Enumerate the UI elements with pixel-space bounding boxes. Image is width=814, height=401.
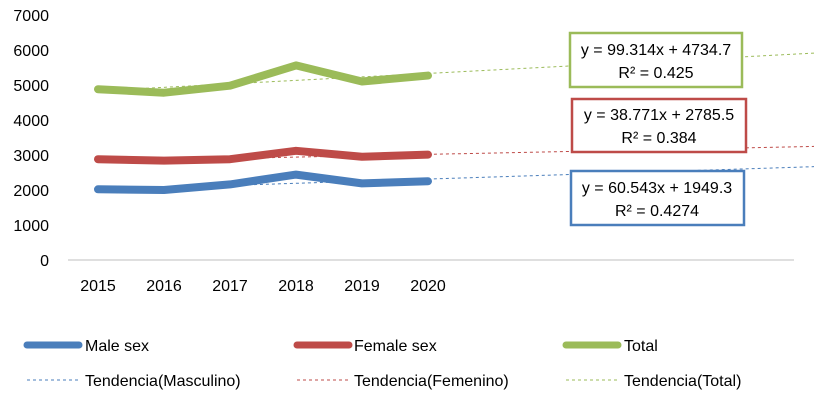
legend-item-total: Total — [562, 338, 658, 355]
trend-box-male: y = 60.543x + 1949.3 R² = 0.4274 — [569, 169, 746, 227]
trend-box-total: y = 99.314x + 4734.7 R² = 0.425 — [568, 31, 744, 89]
trend-r2-male: R² = 0.4274 — [615, 203, 699, 220]
trend-r2-female: R² = 0.384 — [621, 130, 696, 147]
trend-equation-male: y = 60.543x + 1949.3 — [582, 180, 732, 197]
legend-label-trend-male: Tendencia(Masculino) — [85, 373, 241, 390]
trend-box-female-frame — [570, 97, 748, 154]
trend-r2-total: R² = 0.425 — [618, 65, 693, 82]
y-tick-label: 7000 — [13, 8, 49, 25]
legend-label-total: Total — [624, 338, 658, 355]
legend-label-male: Male sex — [85, 338, 149, 355]
legend-label-trend-total: Tendencia(Total) — [624, 373, 741, 390]
x-tick-label: 2017 — [212, 278, 248, 295]
x-axis-ticks: 2015 2016 2017 2018 2019 2020 — [80, 278, 446, 295]
legend-item-trend-female: Tendencia(Femenino) — [297, 373, 509, 390]
x-tick-label: 2015 — [80, 278, 116, 295]
x-tick-label: 2016 — [146, 278, 182, 295]
series-line-0 — [94, 170, 432, 194]
x-tick-label: 2018 — [278, 278, 314, 295]
series-line-1 — [94, 146, 432, 165]
x-tick-label: 2020 — [410, 278, 446, 295]
y-tick-label: 3000 — [13, 148, 49, 165]
y-tick-label: 5000 — [13, 78, 49, 95]
legend-item-male: Male sex — [23, 338, 149, 355]
legend-item-female: Female sex — [293, 338, 437, 355]
legend: Male sex Female sex Total Tendencia(Masc… — [23, 338, 741, 390]
y-tick-label: 1000 — [13, 218, 49, 235]
y-tick-label: 2000 — [13, 183, 49, 200]
legend-label-female: Female sex — [354, 338, 437, 355]
y-tick-label: 6000 — [13, 43, 49, 60]
trend-box-total-frame — [568, 31, 744, 89]
trend-box-male-frame — [569, 169, 746, 227]
trend-equation-female: y = 38.771x + 2785.5 — [584, 107, 734, 124]
legend-label-trend-female: Tendencia(Femenino) — [354, 373, 509, 390]
y-axis-ticks: 0 1000 2000 3000 4000 5000 6000 7000 — [13, 8, 49, 270]
legend-item-trend-male: Tendencia(Masculino) — [27, 373, 241, 390]
series-lines — [94, 61, 432, 194]
trend-box-female: y = 38.771x + 2785.5 R² = 0.384 — [570, 97, 748, 154]
trend-equation-total: y = 99.314x + 4734.7 — [581, 42, 731, 59]
y-tick-label: 0 — [40, 253, 49, 270]
series-line-2 — [94, 61, 432, 97]
y-tick-label: 4000 — [13, 113, 49, 130]
x-tick-label: 2019 — [344, 278, 380, 295]
legend-item-trend-total: Tendencia(Total) — [566, 373, 741, 390]
